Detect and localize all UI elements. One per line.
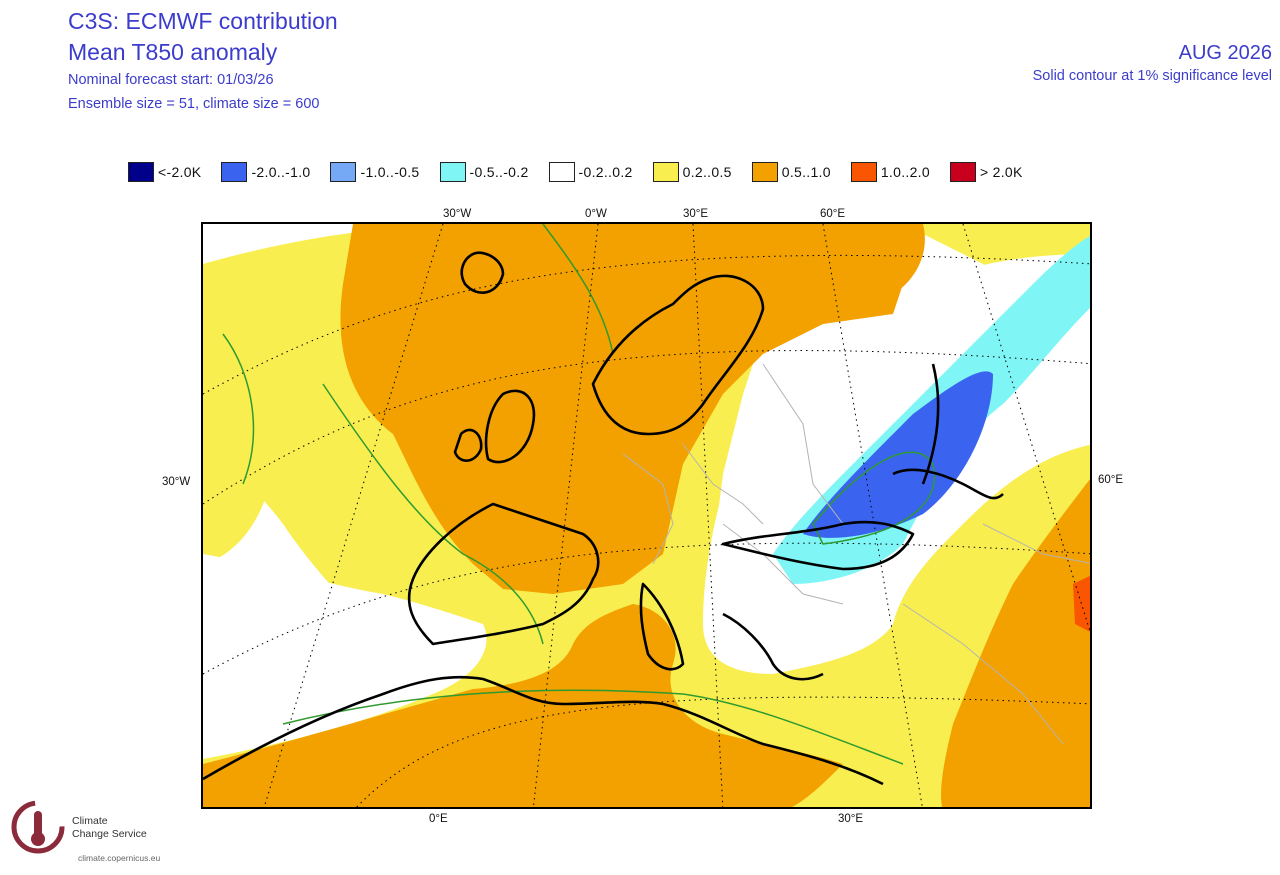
anomaly-map[interactable] [201, 222, 1092, 809]
lon-label-bottom-2: 30°E [838, 813, 864, 825]
zone-orange-south [203, 604, 843, 807]
logo-line-2: Change Service [72, 828, 147, 840]
c3s-logo[interactable]: Climate Change Service climate.copernicu… [8, 797, 208, 867]
forecast-period: AUG 2026 [1178, 42, 1272, 64]
map-svg [203, 224, 1090, 807]
forecast-start: Nominal forecast start: 01/03/26 [68, 72, 274, 88]
zone-white-iberia [203, 554, 487, 759]
thermometer-logo-icon [11, 800, 65, 854]
legend-swatch [949, 162, 976, 182]
legend-item: 0.5..1.0 [751, 162, 831, 182]
lon-label-bottom-1: 0°E [429, 813, 448, 825]
lon-label-right: 60°E [1098, 474, 1124, 486]
legend-swatch [751, 162, 778, 182]
logo-url: climate.copernicus.eu [78, 853, 161, 863]
legend-item: -1.0..-0.5 [330, 162, 419, 182]
lon-label-top-3: 30°E [683, 208, 709, 220]
legend-item: <-2.0K [128, 162, 201, 182]
title-block: C3S: ECMWF contribution Mean T850 anomal… [68, 6, 338, 116]
legend-item: 0.2..0.5 [652, 162, 732, 182]
legend-swatch [330, 162, 357, 182]
legend-label: -1.0..-0.5 [360, 164, 420, 180]
legend-swatch [128, 162, 154, 182]
legend-label: > 2.0K [979, 164, 1023, 180]
logo-line-1: Climate [72, 815, 108, 827]
map-title: C3S: ECMWF contribution [68, 8, 338, 34]
legend-label: <-2.0K [158, 164, 202, 180]
significance-contours [222, 224, 936, 765]
lon-label-top-2: 0°W [585, 208, 607, 220]
coastlines [203, 251, 1004, 786]
legend-item: > 2.0K [949, 162, 1023, 182]
legend-label: 1.0..2.0 [880, 164, 930, 180]
legend-label: 0.2..0.5 [682, 164, 732, 180]
legend-label: 0.5..1.0 [781, 164, 831, 180]
zone-orange-east [941, 479, 1090, 807]
legend-swatch [652, 162, 679, 182]
significance-note: Solid contour at 1% significance level [1032, 68, 1272, 84]
ensemble-size: Ensemble size = 51, climate size = 600 [68, 96, 320, 112]
legend-swatch [439, 162, 466, 182]
legend-item: -2.0..-1.0 [221, 162, 310, 182]
legend-swatch [548, 162, 575, 182]
legend-item: -0.5..-0.2 [439, 162, 529, 182]
lon-label-top-4: 60°E [820, 208, 846, 220]
legend-item: -0.2..0.2 [548, 162, 633, 182]
legend-label: -2.0..-1.0 [251, 164, 311, 180]
lon-label-left: 30°W [162, 476, 191, 488]
zone-yellow-west [203, 284, 273, 564]
zone-orange-top-right [783, 224, 925, 314]
legend-swatch [850, 162, 877, 182]
legend-label: -0.5..-0.2 [469, 164, 529, 180]
grid-lines [203, 224, 1090, 807]
lon-label-top-1: 30°W [443, 208, 472, 220]
zone-orange-west [340, 224, 923, 594]
legend-label: -0.2..0.2 [578, 164, 633, 180]
color-legend: <-2.0K -2.0..-1.0 -1.0..-0.5 -0.5..-0.2 -0.2… [128, 160, 1043, 184]
legend-item: 1.0..2.0 [850, 162, 930, 182]
period-block: AUG 2026 Solid contour at 1% significanc… [1033, 40, 1272, 86]
map-subtitle: Mean T850 anomaly [68, 39, 278, 65]
legend-swatch [221, 162, 248, 182]
